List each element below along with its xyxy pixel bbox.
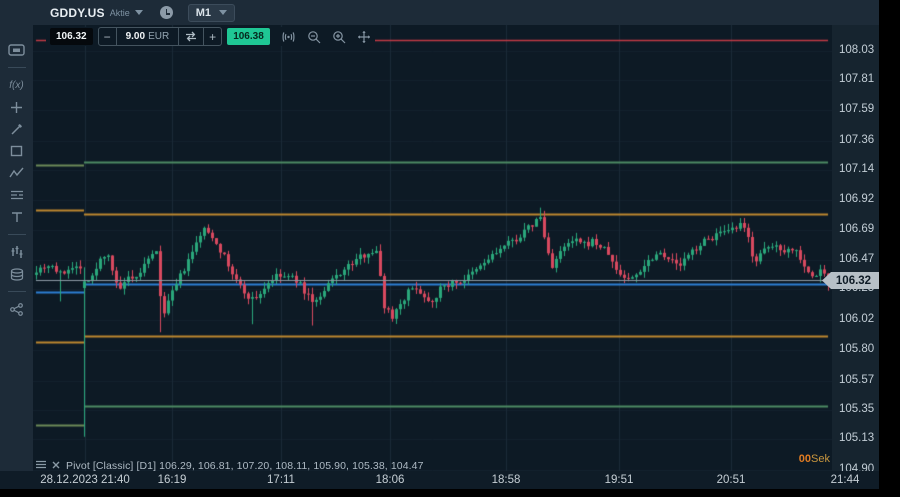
time-axis-label: 18:06	[375, 474, 405, 486]
price-axis-label: 107.14	[839, 163, 875, 176]
tool-draw-line-icon[interactable]	[0, 118, 33, 140]
tool-waves-icon[interactable]	[0, 162, 33, 184]
price-axis-label: 108.03	[839, 43, 875, 56]
move-crosshair-icon[interactable]	[357, 30, 371, 44]
price-axis-label: 107.81	[839, 73, 875, 86]
top-bar: GDDY.US Aktie M1	[0, 0, 879, 25]
volume-decrease-button[interactable]: −	[103, 29, 111, 44]
tool-add-icon[interactable]	[0, 96, 33, 118]
sidebar-divider	[7, 67, 26, 68]
price-axis-label: 105.35	[839, 402, 875, 415]
price-axis-label: 106.92	[839, 192, 875, 205]
price-axis-label: 106.47	[839, 252, 875, 265]
tool-text-icon[interactable]	[0, 206, 33, 228]
symbol-name: GDDY.US	[50, 5, 105, 20]
volume-increase-button[interactable]: +	[209, 29, 217, 44]
volume-currency: EUR	[148, 31, 170, 42]
zoom-out-icon[interactable]	[307, 30, 321, 44]
time-axis-label: 16:19	[157, 474, 187, 486]
time-axis-label: 18:58	[491, 474, 521, 486]
time-axis-label: 17:11	[267, 474, 295, 486]
volume-value: 9.00	[125, 31, 146, 42]
tool-fibonacci-icon[interactable]	[0, 184, 33, 206]
sell-price-button[interactable]: 106.32	[50, 28, 93, 45]
time-axis-label: 20:51	[716, 474, 746, 486]
countdown-unit: Sek	[811, 453, 830, 465]
volume-input[interactable]: 9.00 EUR	[115, 28, 180, 45]
alerts-signal-icon[interactable]	[281, 31, 296, 43]
tool-rectangle-icon[interactable]	[0, 140, 33, 162]
price-axis-label: 106.02	[839, 313, 875, 326]
tool-share-icon[interactable]	[0, 298, 33, 320]
price-axis-label: 105.80	[839, 342, 875, 355]
timeframe-label: M1	[195, 6, 212, 19]
indicator-close-icon[interactable]	[52, 461, 60, 472]
pivot-indicator-label: Pivot [Classic] [D1] 106.29, 106.81, 107…	[66, 460, 424, 472]
tool-function-icon[interactable]: f(x)	[9, 79, 24, 91]
zoom-in-icon[interactable]	[332, 30, 346, 44]
candle-countdown: 00Sek	[700, 453, 830, 465]
chevron-down-icon[interactable]	[134, 10, 143, 15]
symbol-selector[interactable]: GDDY.US Aktie M1	[50, 0, 236, 25]
timeframe-dropdown[interactable]: M1	[187, 3, 236, 22]
drawing-toolbox-sidebar: f(x)	[0, 25, 33, 471]
time-axis[interactable]: 28.12.2023 21:40 16:19 17:11 18:06 18:58 19:5…	[0, 471, 879, 489]
indicator-status-bar: Pivot [Classic] [D1] 106.29, 106.81, 107…	[36, 460, 424, 472]
countdown-value: 00	[798, 453, 812, 465]
tool-indicator-icon[interactable]	[0, 241, 33, 263]
trade-widget: 106.32 − 9.00 EUR + 106.38	[46, 27, 375, 46]
trading-app-window: GDDY.US Aktie M1 f(x) 106.32 − 9.00 EUR …	[0, 0, 879, 489]
price-axis-label: 107.59	[839, 102, 875, 115]
instrument-type-label: Aktie	[109, 7, 130, 18]
volume-stepper: − 9.00 EUR +	[97, 27, 223, 46]
chevron-down-icon	[219, 10, 228, 15]
indicator-menu-icon[interactable]	[36, 460, 46, 472]
session-clock-icon[interactable]	[159, 6, 173, 19]
time-axis-label: 19:51	[604, 474, 634, 486]
price-axis[interactable]: 108.03 107.81 107.59 107.36 107.14 106.92 106.…	[832, 25, 879, 475]
candlestick-chart-canvas[interactable]	[33, 25, 832, 471]
swap-units-icon[interactable]	[179, 28, 205, 45]
current-price-value: 106.32	[835, 274, 872, 287]
time-axis-label: 28.12.2023 21:40	[40, 474, 130, 486]
tool-layers-icon[interactable]	[0, 263, 33, 285]
sidebar-divider	[7, 234, 26, 235]
price-axis-label: 106.69	[839, 223, 875, 236]
price-axis-label: 105.13	[839, 432, 875, 445]
tool-screenshot-icon[interactable]	[0, 39, 33, 61]
current-price-tag: 106.32	[822, 272, 879, 289]
price-axis-label: 107.36	[839, 133, 875, 146]
buy-price-button[interactable]: 106.38	[227, 28, 270, 45]
time-axis-label: 21:44	[830, 474, 860, 486]
price-axis-label: 105.57	[839, 373, 875, 386]
sidebar-divider	[7, 291, 26, 292]
